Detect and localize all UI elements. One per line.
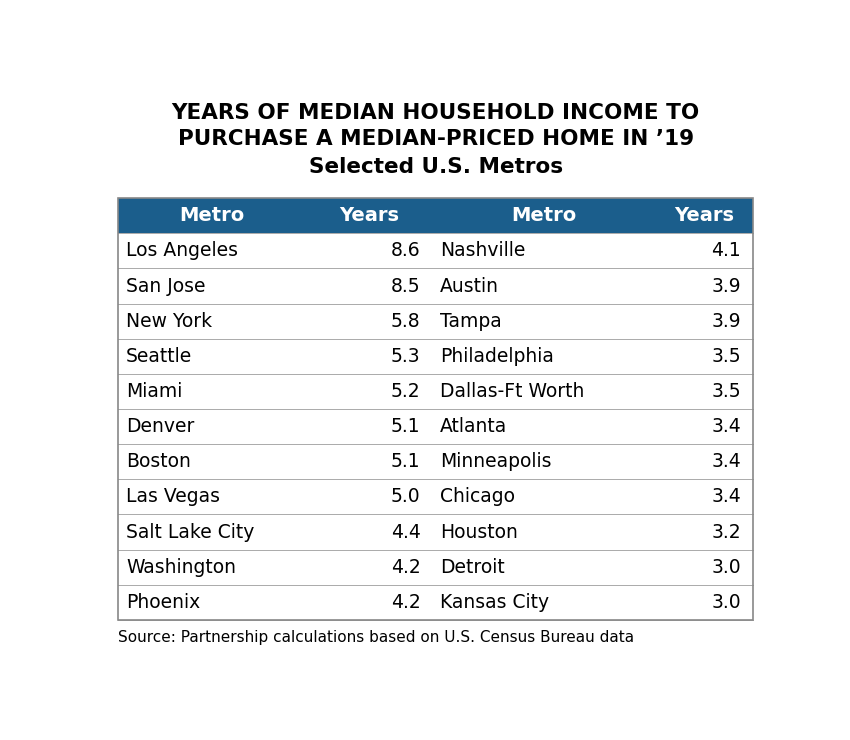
Text: Houston: Houston	[440, 522, 518, 542]
Text: 3.4: 3.4	[711, 488, 741, 506]
Text: Kansas City: Kansas City	[440, 593, 549, 612]
Text: 3.5: 3.5	[711, 347, 741, 366]
Text: Years: Years	[674, 206, 734, 225]
Text: 5.3: 5.3	[391, 347, 421, 366]
Text: Source: Partnership calculations based on U.S. Census Bureau data: Source: Partnership calculations based o…	[118, 630, 634, 645]
Text: Chicago: Chicago	[440, 488, 515, 506]
Text: Las Vegas: Las Vegas	[126, 488, 220, 506]
Text: 3.9: 3.9	[711, 312, 741, 331]
Text: New York: New York	[126, 312, 212, 331]
Text: 5.2: 5.2	[391, 382, 421, 401]
Text: 3.9: 3.9	[711, 277, 741, 295]
Text: Phoenix: Phoenix	[126, 593, 201, 612]
Text: YEARS OF MEDIAN HOUSEHOLD INCOME TO: YEARS OF MEDIAN HOUSEHOLD INCOME TO	[172, 103, 700, 123]
Text: 4.4: 4.4	[391, 522, 421, 542]
Text: Seattle: Seattle	[126, 347, 192, 366]
Text: Detroit: Detroit	[440, 558, 505, 576]
Text: Philadelphia: Philadelphia	[440, 347, 554, 366]
Text: San Jose: San Jose	[126, 277, 206, 295]
Text: 3.5: 3.5	[711, 382, 741, 401]
Text: Tampa: Tampa	[440, 312, 502, 331]
Text: 5.1: 5.1	[391, 452, 421, 471]
Text: Metro: Metro	[511, 206, 576, 225]
Text: Selected U.S. Metros: Selected U.S. Metros	[309, 157, 563, 177]
Text: Miami: Miami	[126, 382, 183, 401]
Text: 4.1: 4.1	[711, 241, 741, 260]
Text: 8.6: 8.6	[391, 241, 421, 260]
Text: Austin: Austin	[440, 277, 499, 295]
Text: Nashville: Nashville	[440, 241, 526, 260]
Text: Minneapolis: Minneapolis	[440, 452, 552, 471]
Text: Denver: Denver	[126, 417, 195, 436]
Text: Metro: Metro	[179, 206, 245, 225]
Text: 3.0: 3.0	[711, 593, 741, 612]
Text: Atlanta: Atlanta	[440, 417, 507, 436]
Text: 5.8: 5.8	[391, 312, 421, 331]
Text: Boston: Boston	[126, 452, 191, 471]
Text: Salt Lake City: Salt Lake City	[126, 522, 254, 542]
Text: 8.5: 8.5	[391, 277, 421, 295]
Text: Washington: Washington	[126, 558, 236, 576]
Text: 5.1: 5.1	[391, 417, 421, 436]
Text: 4.2: 4.2	[391, 593, 421, 612]
Text: PURCHASE A MEDIAN-PRICED HOME IN ’19: PURCHASE A MEDIAN-PRICED HOME IN ’19	[178, 129, 694, 149]
Text: 3.2: 3.2	[711, 522, 741, 542]
Text: 5.0: 5.0	[391, 488, 421, 506]
Bar	[118, 198, 753, 233]
Text: Los Angeles: Los Angeles	[126, 241, 238, 260]
Text: 3.0: 3.0	[711, 558, 741, 576]
Text: 4.2: 4.2	[391, 558, 421, 576]
Text: 3.4: 3.4	[711, 417, 741, 436]
Text: Years: Years	[339, 206, 399, 225]
Text: 3.4: 3.4	[711, 452, 741, 471]
Text: Dallas-Ft Worth: Dallas-Ft Worth	[440, 382, 585, 401]
